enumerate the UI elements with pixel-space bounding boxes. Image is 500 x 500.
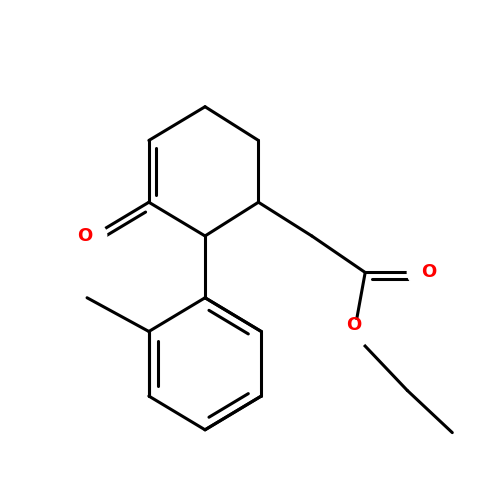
Circle shape [408, 258, 436, 286]
Text: O: O [78, 227, 92, 245]
Text: O: O [346, 316, 362, 334]
Text: O: O [422, 264, 436, 281]
Circle shape [78, 222, 106, 250]
Circle shape [340, 320, 368, 348]
